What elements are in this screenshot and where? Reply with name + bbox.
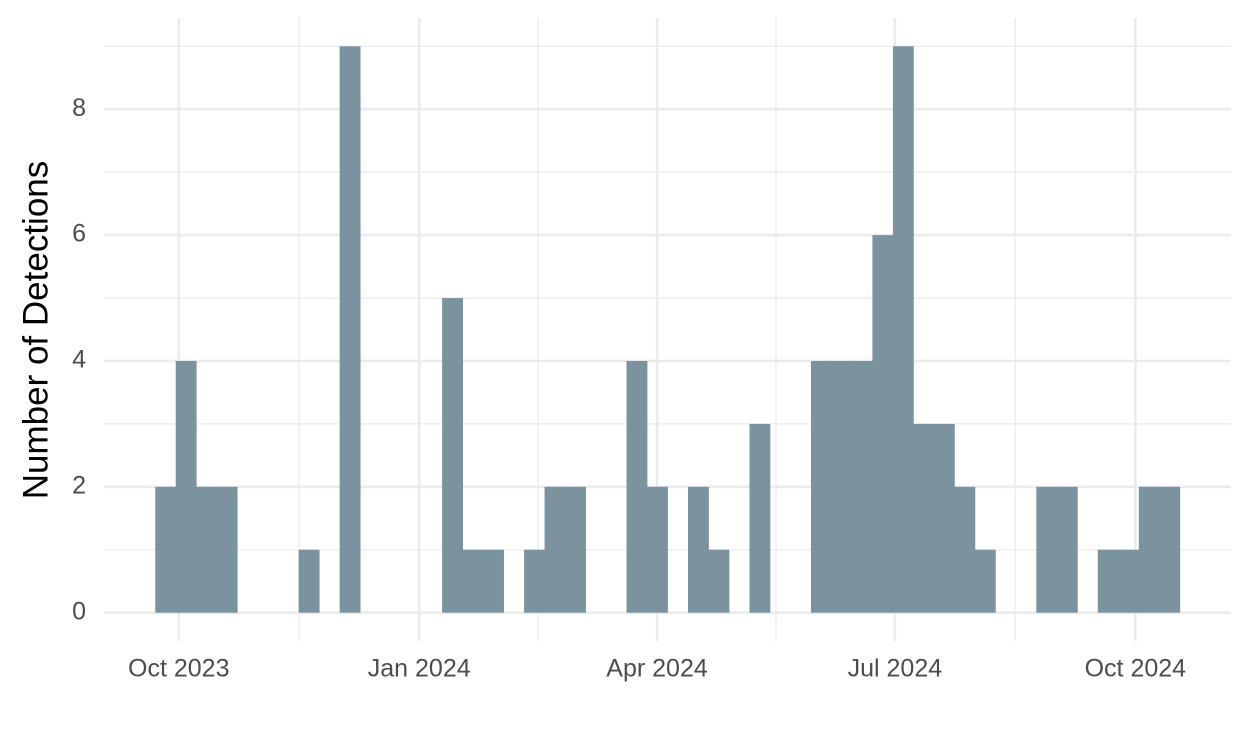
bar: [339, 46, 361, 613]
bar: [1138, 486, 1160, 613]
bar: [933, 423, 955, 613]
bar: [565, 486, 586, 613]
bar: [872, 235, 894, 613]
x-tick-label: Oct 2023: [128, 655, 229, 683]
bar: [1056, 486, 1078, 613]
bar: [524, 549, 545, 613]
bar: [1159, 486, 1181, 613]
bar: [196, 486, 218, 613]
bar: [892, 46, 914, 613]
bar: [687, 486, 709, 613]
bar: [749, 423, 771, 613]
x-tick-label: Jul 2024: [848, 655, 943, 683]
bar: [442, 298, 463, 613]
bar: [462, 549, 484, 613]
bar: [1036, 486, 1058, 613]
bar: [913, 423, 935, 613]
bar: [851, 360, 873, 613]
y-tick-label: 6: [72, 220, 86, 248]
bar: [708, 549, 730, 613]
x-tick-label: Jan 2024: [368, 655, 471, 683]
bar: [954, 486, 976, 613]
bar: [483, 549, 504, 613]
y-tick-label: 8: [72, 94, 86, 122]
bar: [1097, 549, 1119, 613]
y-tick-label: 2: [72, 471, 86, 499]
bar: [298, 549, 320, 613]
bar: [647, 486, 668, 613]
bar: [155, 486, 177, 613]
bar: [626, 360, 648, 613]
bar: [974, 549, 996, 613]
bar: [831, 360, 853, 613]
y-axis-title: Number of Detections: [16, 161, 55, 499]
bar: [175, 360, 197, 613]
bar: [1118, 549, 1140, 613]
y-tick-label: 4: [72, 346, 86, 374]
x-tick-label: Oct 2024: [1085, 655, 1187, 683]
bar: [810, 360, 832, 613]
bar: [544, 486, 566, 613]
bar: [216, 486, 238, 613]
y-tick-label: 0: [72, 597, 86, 625]
x-tick-label: Apr 2024: [606, 655, 708, 683]
